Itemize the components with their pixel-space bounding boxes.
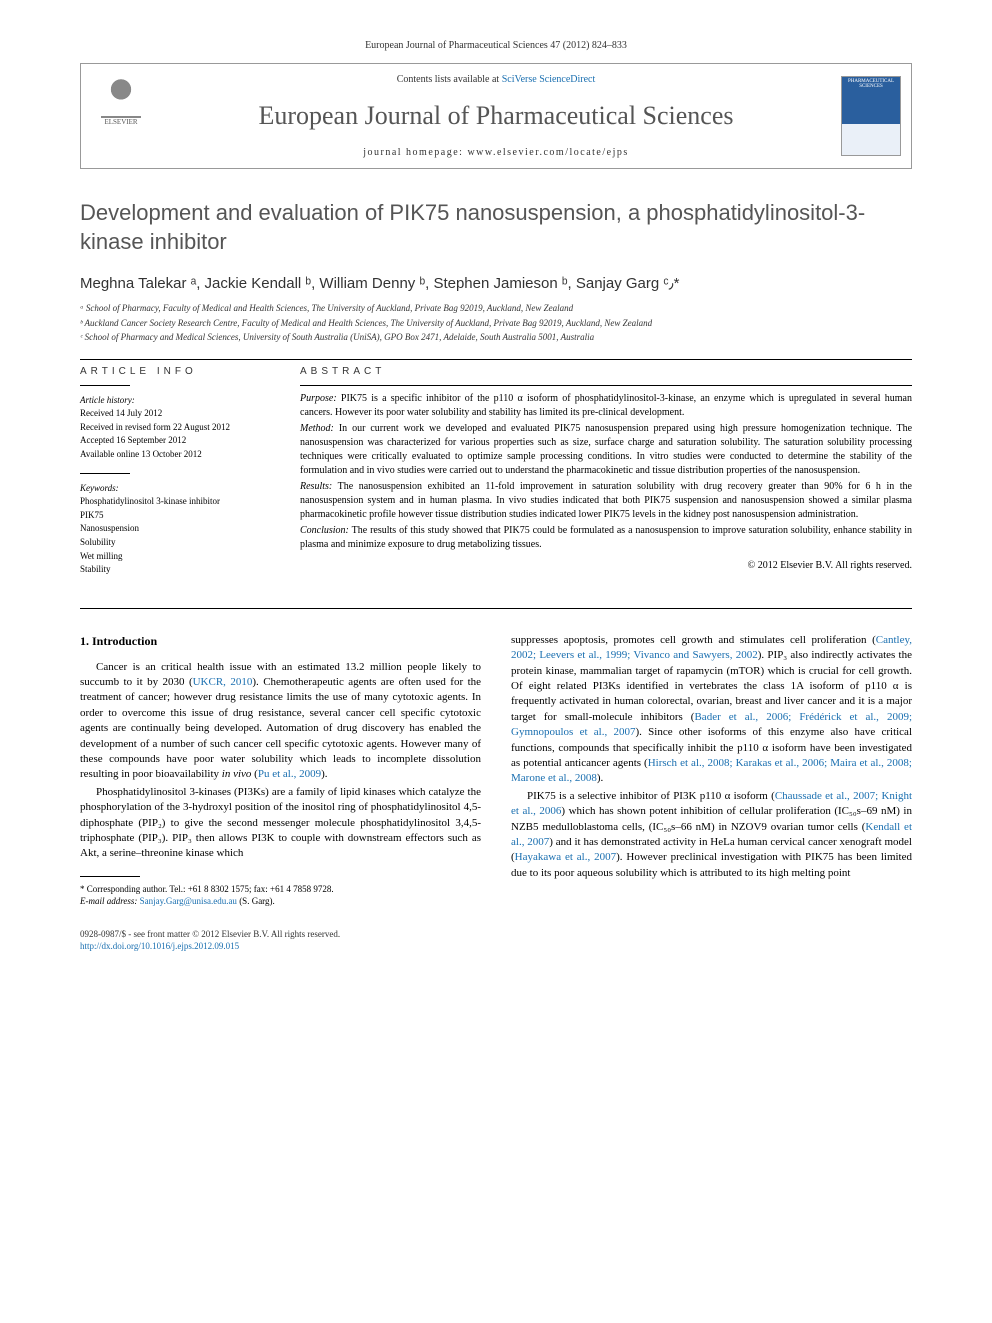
body-divider [80,608,912,609]
method-text: In our current work we developed and eva… [300,423,912,476]
cover-label: PHARMACEUTICAL SCIENCES [848,79,894,89]
body-left-column: 1. Introduction Cancer is an critical he… [80,633,481,908]
keyword-item: Solubility [80,536,270,549]
publisher-name: ELSEVIER [104,118,137,126]
history-accepted: Accepted 16 September 2012 [80,434,270,447]
article-info-column: ARTICLE INFO Article history: Received 1… [80,366,270,588]
body-paragraph: Cancer is an critical health issue with … [80,660,481,783]
author-list: Meghna Talekar ᵃ, Jackie Kendall ᵇ, Will… [80,274,912,292]
page: European Journal of Pharmaceutical Scien… [0,0,992,983]
body-text: ). Chemotherapeutic agents are often use… [80,676,481,780]
journal-name: European Journal of Pharmaceutical Scien… [181,101,811,131]
body-columns: 1. Introduction Cancer is an critical he… [80,633,912,908]
homepage-label: journal homepage: [363,147,467,158]
contents-text: Contents lists available at [397,74,502,85]
header-center: Contents lists available at SciVerse Sci… [161,64,831,168]
history-online: Available online 13 October 2012 [80,448,270,461]
corresponding-author-footnote: * Corresponding author. Tel.: +61 8 8302… [80,883,481,908]
email-label: E-mail address: [80,896,137,906]
body-text: ). [597,772,603,784]
affiliation-a: ᵃ School of Pharmacy, Faculty of Medical… [80,302,912,316]
body-text: PIK75 is a selective inhibitor of PI3K p… [527,790,775,802]
body-text: ) which has shown potent inhibition of c… [511,805,912,832]
footnote-separator [80,876,140,877]
journal-homepage: journal homepage: www.elsevier.com/locat… [181,147,811,158]
citation-link[interactable]: Pu et al., 2009 [258,768,321,780]
elsevier-logo: ELSEVIER [91,72,151,132]
keywords-block: Keywords: Phosphatidylinositol 3-kinase … [80,482,270,576]
affiliations: ᵃ School of Pharmacy, Faculty of Medical… [80,302,912,345]
publisher-logo-box: ELSEVIER [81,64,161,168]
abstract-heading: ABSTRACT [300,366,912,377]
copyright-line: © 2012 Elsevier B.V. All rights reserved… [300,560,912,571]
affiliation-c: ᶜ School of Pharmacy and Medical Science… [80,331,912,345]
history-revised: Received in revised form 22 August 2012 [80,421,270,434]
info-abstract-row: ARTICLE INFO Article history: Received 1… [80,366,912,588]
article-title: Development and evaluation of PIK75 nano… [80,199,912,256]
page-footer: 0928-0987/$ - see front matter © 2012 El… [80,928,912,953]
email-link[interactable]: Sanjay.Garg@unisa.edu.au [140,896,237,906]
elsevier-tree-icon [101,78,141,118]
homepage-url[interactable]: www.elsevier.com/locate/ejps [467,147,628,158]
journal-header: ELSEVIER Contents lists available at Sci… [80,63,912,169]
footnote-text: * Corresponding author. Tel.: +61 8 8302… [80,883,481,896]
history-received: Received 14 July 2012 [80,407,270,420]
front-matter-line: 0928-0987/$ - see front matter © 2012 El… [80,928,912,941]
body-text: ). [321,768,327,780]
keyword-item: Phosphatidylinositol 3-kinase inhibitor [80,495,270,508]
sciencedirect-link[interactable]: SciVerse ScienceDirect [502,74,596,85]
article-history-block: Article history: Received 14 July 2012 R… [80,394,270,461]
purpose-text: PIK75 is a specific inhibitor of the p11… [300,393,912,418]
abstract-divider [300,385,912,386]
body-paragraph: suppresses apoptosis, promotes cell grow… [511,633,912,787]
body-right-column: suppresses apoptosis, promotes cell grow… [511,633,912,908]
info-divider [80,473,130,474]
results-text: The nanosuspension exhibited an 11-fold … [300,481,912,520]
citation-line: European Journal of Pharmaceutical Scien… [80,40,912,51]
purpose-label: Purpose: [300,393,337,404]
body-paragraph: Phosphatidylinositol 3-kinases (PI3Ks) a… [80,785,481,862]
abstract-column: ABSTRACT Purpose: PIK75 is a specific in… [300,366,912,588]
section-heading: 1. Introduction [80,633,481,650]
history-label: Article history: [80,394,270,407]
citation-link[interactable]: Hayakawa et al., 2007 [515,851,616,863]
keyword-item: Stability [80,563,270,576]
info-divider [80,385,130,386]
keywords-label: Keywords: [80,482,270,495]
journal-cover-icon: PHARMACEUTICAL SCIENCES [841,76,901,156]
affiliation-b: ᵇ Auckland Cancer Society Research Centr… [80,317,912,331]
contents-available: Contents lists available at SciVerse Sci… [181,74,811,85]
abstract-text: Purpose: PIK75 is a specific inhibitor o… [300,392,912,552]
conclusion-text: The results of this study showed that PI… [300,525,912,550]
conclusion-label: Conclusion: [300,525,349,536]
keyword-item: PIK75 [80,509,270,522]
article-info-heading: ARTICLE INFO [80,366,270,377]
doi-link[interactable]: http://dx.doi.org/10.1016/j.ejps.2012.09… [80,941,239,951]
email-suffix: (S. Garg). [237,896,275,906]
results-label: Results: [300,481,332,492]
keyword-item: Nanosuspension [80,522,270,535]
divider [80,359,912,360]
body-text: suppresses apoptosis, promotes cell grow… [511,634,876,646]
cover-thumb-box: PHARMACEUTICAL SCIENCES [831,64,911,168]
keyword-item: Wet milling [80,550,270,563]
body-paragraph: PIK75 is a selective inhibitor of PI3K p… [511,789,912,881]
citation-link[interactable]: UKCR, 2010 [193,676,253,688]
body-text-italic: in vivo [222,768,252,780]
method-label: Method: [300,423,334,434]
